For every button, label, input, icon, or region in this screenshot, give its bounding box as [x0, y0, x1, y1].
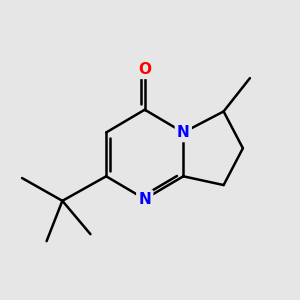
- Text: N: N: [138, 192, 151, 207]
- Text: N: N: [177, 125, 190, 140]
- Text: O: O: [138, 62, 151, 77]
